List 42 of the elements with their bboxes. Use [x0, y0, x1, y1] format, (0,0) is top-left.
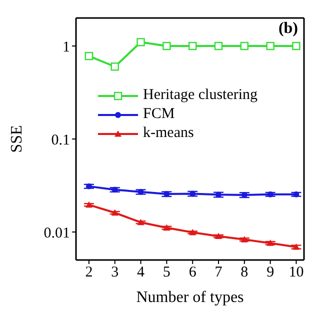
- point: [162, 42, 171, 50]
- x-tick-label: 4: [137, 264, 146, 281]
- point: [163, 224, 170, 231]
- x-tick-label: 7: [214, 264, 223, 281]
- point: [293, 191, 300, 198]
- point: [214, 42, 223, 50]
- legend-label: FCM: [143, 105, 175, 124]
- point: [189, 228, 196, 236]
- y-tick-label: 0.1: [51, 132, 70, 148]
- annotation: (b): [278, 20, 298, 38]
- point: [240, 42, 249, 50]
- point: [84, 52, 94, 60]
- legend-label: Heritage clustering: [143, 86, 258, 105]
- legend-label: k-means: [143, 124, 194, 143]
- x-tick-label: 8: [240, 264, 248, 281]
- point: [190, 190, 196, 197]
- point: [86, 183, 92, 190]
- x-tick-label: 10: [288, 264, 304, 281]
- x-tick-label: 5: [162, 264, 170, 281]
- point: [138, 188, 144, 195]
- x-axis-title: Number of types: [136, 289, 244, 306]
- x-tick-label: 6: [188, 264, 197, 281]
- point: [266, 240, 274, 246]
- y-tick-label: 1: [62, 39, 70, 56]
- point: [111, 209, 118, 216]
- point: [292, 42, 300, 50]
- point: [85, 201, 92, 208]
- x-tick-label: 2: [85, 264, 93, 281]
- x-tick-label: 9: [266, 264, 274, 281]
- y-axis-title: SSE: [8, 125, 26, 153]
- point: [292, 243, 300, 250]
- point: [137, 218, 144, 226]
- point: [240, 236, 248, 242]
- point: [112, 186, 118, 193]
- point: [110, 62, 119, 71]
- point: [188, 42, 197, 50]
- point: [215, 232, 222, 240]
- point: [136, 38, 145, 46]
- y-tick-label: 0.01: [44, 225, 70, 242]
- x-tick-label: 3: [111, 264, 119, 281]
- point: [266, 42, 274, 50]
- point: [267, 191, 274, 198]
